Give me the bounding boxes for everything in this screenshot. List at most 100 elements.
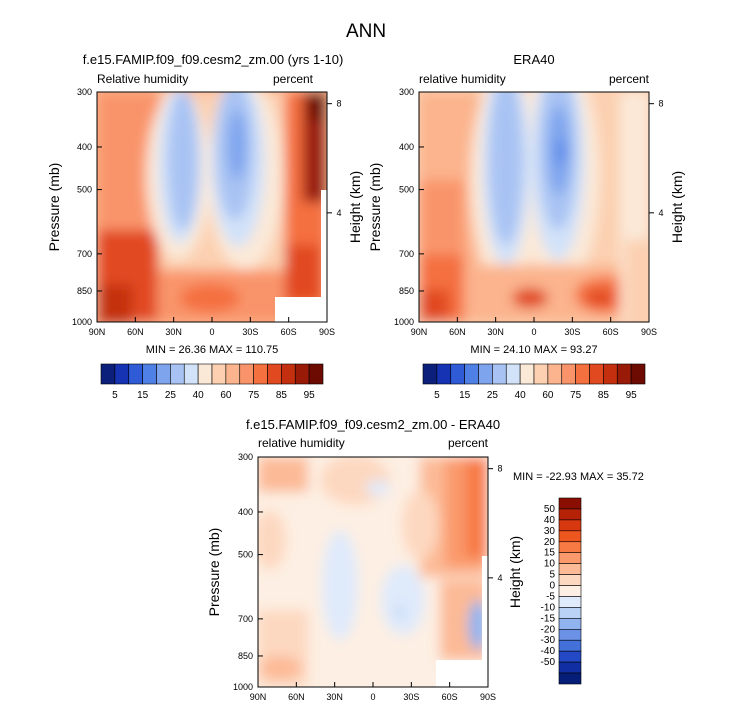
y-tick-label: 300 bbox=[399, 87, 414, 97]
model-colorbar: 5 15 25 40 60 75 85 95 bbox=[100, 363, 324, 401]
x-tick-label: 60N bbox=[449, 327, 466, 337]
x-tick-label: 0 bbox=[209, 327, 214, 337]
colorbar-swatch bbox=[558, 661, 582, 674]
colorbar-swatch bbox=[211, 363, 227, 385]
colorbar-swatch bbox=[505, 363, 521, 385]
x-tick-label: 30N bbox=[487, 327, 504, 337]
colorbar-swatch bbox=[239, 363, 254, 385]
colorbar-swatch bbox=[558, 639, 582, 652]
obs-right-label: percent bbox=[609, 72, 650, 86]
y-tick-label: 500 bbox=[238, 550, 253, 560]
colorbar-label: -15 bbox=[541, 613, 556, 624]
diff-title: f.e15.FAMIP.f09_f09.cesm2_zm.00 - ERA40 bbox=[246, 417, 500, 432]
colorbar-swatch bbox=[558, 530, 582, 543]
height-tick-label: 4 bbox=[658, 208, 663, 218]
colorbar-swatch bbox=[558, 563, 582, 575]
diff-y2-axis-title: Height (km) bbox=[507, 536, 523, 608]
height-tick-label: 8 bbox=[497, 464, 502, 474]
colorbar-label: 25 bbox=[487, 390, 499, 401]
panel-diff: f.e15.FAMIP.f09_f09.cesm2_zm.00 - ERA40 … bbox=[206, 417, 644, 702]
x-tick-label: 90S bbox=[319, 327, 335, 337]
model-stats: MIN = 26.36 MAX = 110.75 bbox=[146, 344, 278, 356]
colorbar-swatch bbox=[294, 363, 310, 385]
colorbar-label: -5 bbox=[546, 591, 555, 602]
colorbar-swatch bbox=[558, 508, 582, 521]
colorbar-label: 5 bbox=[549, 570, 555, 581]
colorbar-label: 10 bbox=[544, 559, 556, 570]
colorbar-label: 75 bbox=[248, 390, 260, 401]
x-tick-label: 60S bbox=[281, 327, 297, 337]
height-tick-label: 8 bbox=[336, 99, 341, 109]
colorbar-swatch bbox=[128, 363, 143, 385]
x-tick-label: 60S bbox=[442, 692, 458, 702]
x-tick-label: 30N bbox=[165, 327, 182, 337]
colorbar-swatch bbox=[558, 618, 582, 630]
colorbar-label: 20 bbox=[544, 537, 556, 548]
colorbar-swatch bbox=[558, 607, 582, 619]
colorbar-label: -20 bbox=[541, 624, 556, 635]
colorbar-label: -40 bbox=[541, 646, 556, 657]
diff-right-label: percent bbox=[448, 436, 489, 450]
colorbar-label: 85 bbox=[276, 390, 288, 401]
height-tick-label: 4 bbox=[336, 208, 341, 218]
obs-title: ERA40 bbox=[513, 52, 554, 67]
model-right-label: percent bbox=[273, 72, 314, 86]
y-tick-label: 1000 bbox=[233, 682, 253, 692]
model-left-label: Relative humidity bbox=[97, 72, 188, 86]
model-contour-field bbox=[97, 92, 327, 322]
colorbar-label: 60 bbox=[220, 390, 232, 401]
colorbar-label: -50 bbox=[541, 657, 556, 668]
y-tick-label: 1000 bbox=[394, 317, 414, 327]
colorbar-swatch bbox=[558, 628, 582, 641]
colorbar-swatch bbox=[308, 363, 324, 385]
colorbar-swatch bbox=[547, 363, 563, 385]
colorbar-label: -10 bbox=[541, 602, 556, 613]
colorbar-swatch bbox=[114, 363, 130, 385]
colorbar-label: 50 bbox=[544, 504, 556, 515]
x-tick-label: 30S bbox=[564, 327, 580, 337]
x-tick-label: 90N bbox=[250, 692, 267, 702]
diff-contour-field bbox=[258, 457, 488, 687]
colorbar-swatch bbox=[492, 363, 507, 385]
y-tick-label: 300 bbox=[77, 87, 92, 97]
y-tick-label: 850 bbox=[77, 286, 92, 296]
x-tick-label: 90S bbox=[641, 327, 657, 337]
colorbar-swatch bbox=[281, 363, 296, 385]
colorbar-swatch bbox=[558, 552, 582, 564]
colorbar-swatch bbox=[253, 363, 268, 385]
x-tick-label: 30S bbox=[403, 692, 419, 702]
obs-colorbar: 5 15 25 40 60 75 85 95 bbox=[422, 363, 646, 401]
x-tick-label: 30S bbox=[242, 327, 258, 337]
colorbar-swatch bbox=[616, 363, 632, 385]
model-y-axis-title: Pressure (mb) bbox=[46, 163, 62, 252]
colorbar-swatch bbox=[558, 541, 582, 554]
y-tick-label: 700 bbox=[77, 249, 92, 259]
colorbar-swatch bbox=[422, 363, 438, 385]
colorbar-label: 95 bbox=[626, 390, 638, 401]
x-tick-label: 60N bbox=[127, 327, 144, 337]
x-tick-label: 60N bbox=[288, 692, 305, 702]
colorbar-swatch bbox=[450, 363, 465, 385]
colorbar-label: 60 bbox=[542, 390, 554, 401]
y-tick-label: 400 bbox=[77, 142, 92, 152]
colorbar-swatch bbox=[183, 363, 199, 385]
colorbar-label: 30 bbox=[544, 526, 556, 537]
colorbar-label: 0 bbox=[549, 581, 555, 592]
colorbar-label: 15 bbox=[544, 548, 556, 559]
colorbar-label: 75 bbox=[570, 390, 582, 401]
colorbar-swatch bbox=[197, 363, 213, 385]
y-tick-label: 1000 bbox=[72, 317, 92, 327]
y-tick-label: 850 bbox=[399, 286, 414, 296]
obs-axes: 90N 60N 30N 0 30S 60S 90S 300 400 500 700 850 1000 8 4 bbox=[394, 87, 664, 337]
diff-y-axis-title: Pressure (mb) bbox=[206, 528, 222, 617]
colorbar-label: 5 bbox=[434, 390, 440, 401]
model-axes: 90N 60N 30N 0 30S 60S 90S 300 400 500 700 850 1000 8 4 bbox=[72, 87, 342, 337]
panel-model: f.e15.FAMIP.f09_f09.cesm2_zm.00 (yrs 1-1… bbox=[46, 52, 363, 401]
colorbar-swatch bbox=[558, 650, 582, 663]
colorbar-swatch bbox=[589, 363, 604, 385]
colorbar-swatch bbox=[561, 363, 576, 385]
colorbar-label: -30 bbox=[541, 635, 556, 646]
colorbar-swatch bbox=[533, 363, 549, 385]
y-tick-label: 700 bbox=[399, 249, 414, 259]
colorbar-label: 40 bbox=[193, 390, 205, 401]
